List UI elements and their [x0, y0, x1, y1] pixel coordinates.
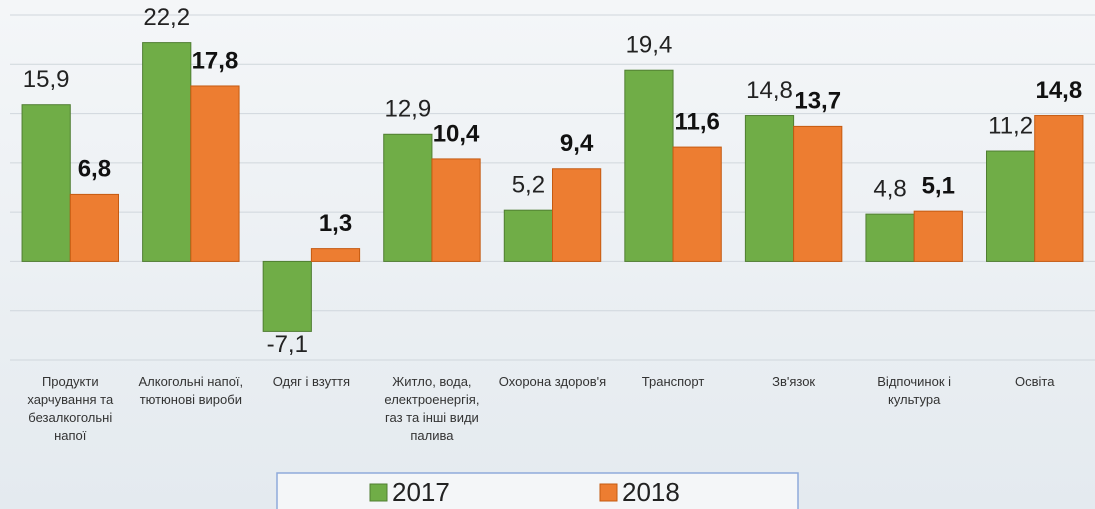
x-tick-label: Житло, вода, електроенергія, газ та інші… — [384, 374, 480, 443]
bar — [383, 133, 433, 262]
data-label: 17,8 — [192, 47, 239, 74]
bar — [142, 42, 192, 262]
legend-label: 2018 — [622, 477, 680, 507]
data-label: 11,6 — [674, 108, 719, 135]
bar — [1034, 115, 1084, 262]
bar — [503, 209, 553, 262]
x-tick-label: Освіта — [1014, 374, 1055, 389]
data-label: 22,2 — [143, 4, 190, 31]
x-tick-label: Продукти харчування та безалкогольні нап… — [27, 374, 114, 443]
x-tick-label: Зв'язок — [772, 374, 816, 389]
bar — [190, 85, 240, 262]
x-tick-label: Транспорт — [641, 374, 705, 389]
data-label: 19,4 — [626, 32, 673, 59]
bar — [624, 69, 674, 262]
bar — [913, 210, 963, 262]
data-label: 5,2 — [512, 172, 545, 199]
bar — [310, 248, 361, 262]
data-label: 13,7 — [794, 88, 841, 115]
legend-swatch — [599, 483, 618, 502]
bar — [744, 115, 795, 262]
data-label: 15,9 — [23, 66, 70, 93]
bar — [793, 125, 843, 262]
data-label: 1,3 — [319, 210, 352, 237]
x-tick-label: Алкогольні напої, тютюнові вироби — [138, 374, 244, 407]
data-label: 11,2 — [988, 112, 1033, 139]
bar — [21, 104, 71, 262]
data-label: 6,8 — [78, 156, 111, 183]
bar — [431, 158, 481, 262]
bar — [69, 193, 119, 262]
data-label: 4,8 — [873, 175, 906, 202]
data-label: 14,8 — [1035, 77, 1082, 104]
data-label: 14,8 — [746, 77, 793, 104]
data-label: 5,1 — [922, 173, 955, 200]
data-label: 12,9 — [384, 96, 431, 123]
bar — [986, 150, 1036, 262]
legend-label: 2017 — [392, 477, 450, 507]
x-tick-label: Відпочинок і культура — [877, 374, 952, 407]
bar — [552, 168, 602, 262]
bar — [865, 213, 915, 262]
legend-box — [276, 472, 799, 509]
data-label: -7,1 — [267, 331, 308, 358]
x-tick-label: Одяг і взуття — [272, 374, 351, 389]
bar — [672, 146, 722, 262]
x-tick-label: Охорона здоров'я — [498, 374, 607, 389]
data-label: 10,4 — [433, 120, 480, 147]
legend-swatch — [369, 483, 388, 502]
data-label: 9,4 — [560, 130, 594, 157]
bar — [262, 260, 312, 332]
